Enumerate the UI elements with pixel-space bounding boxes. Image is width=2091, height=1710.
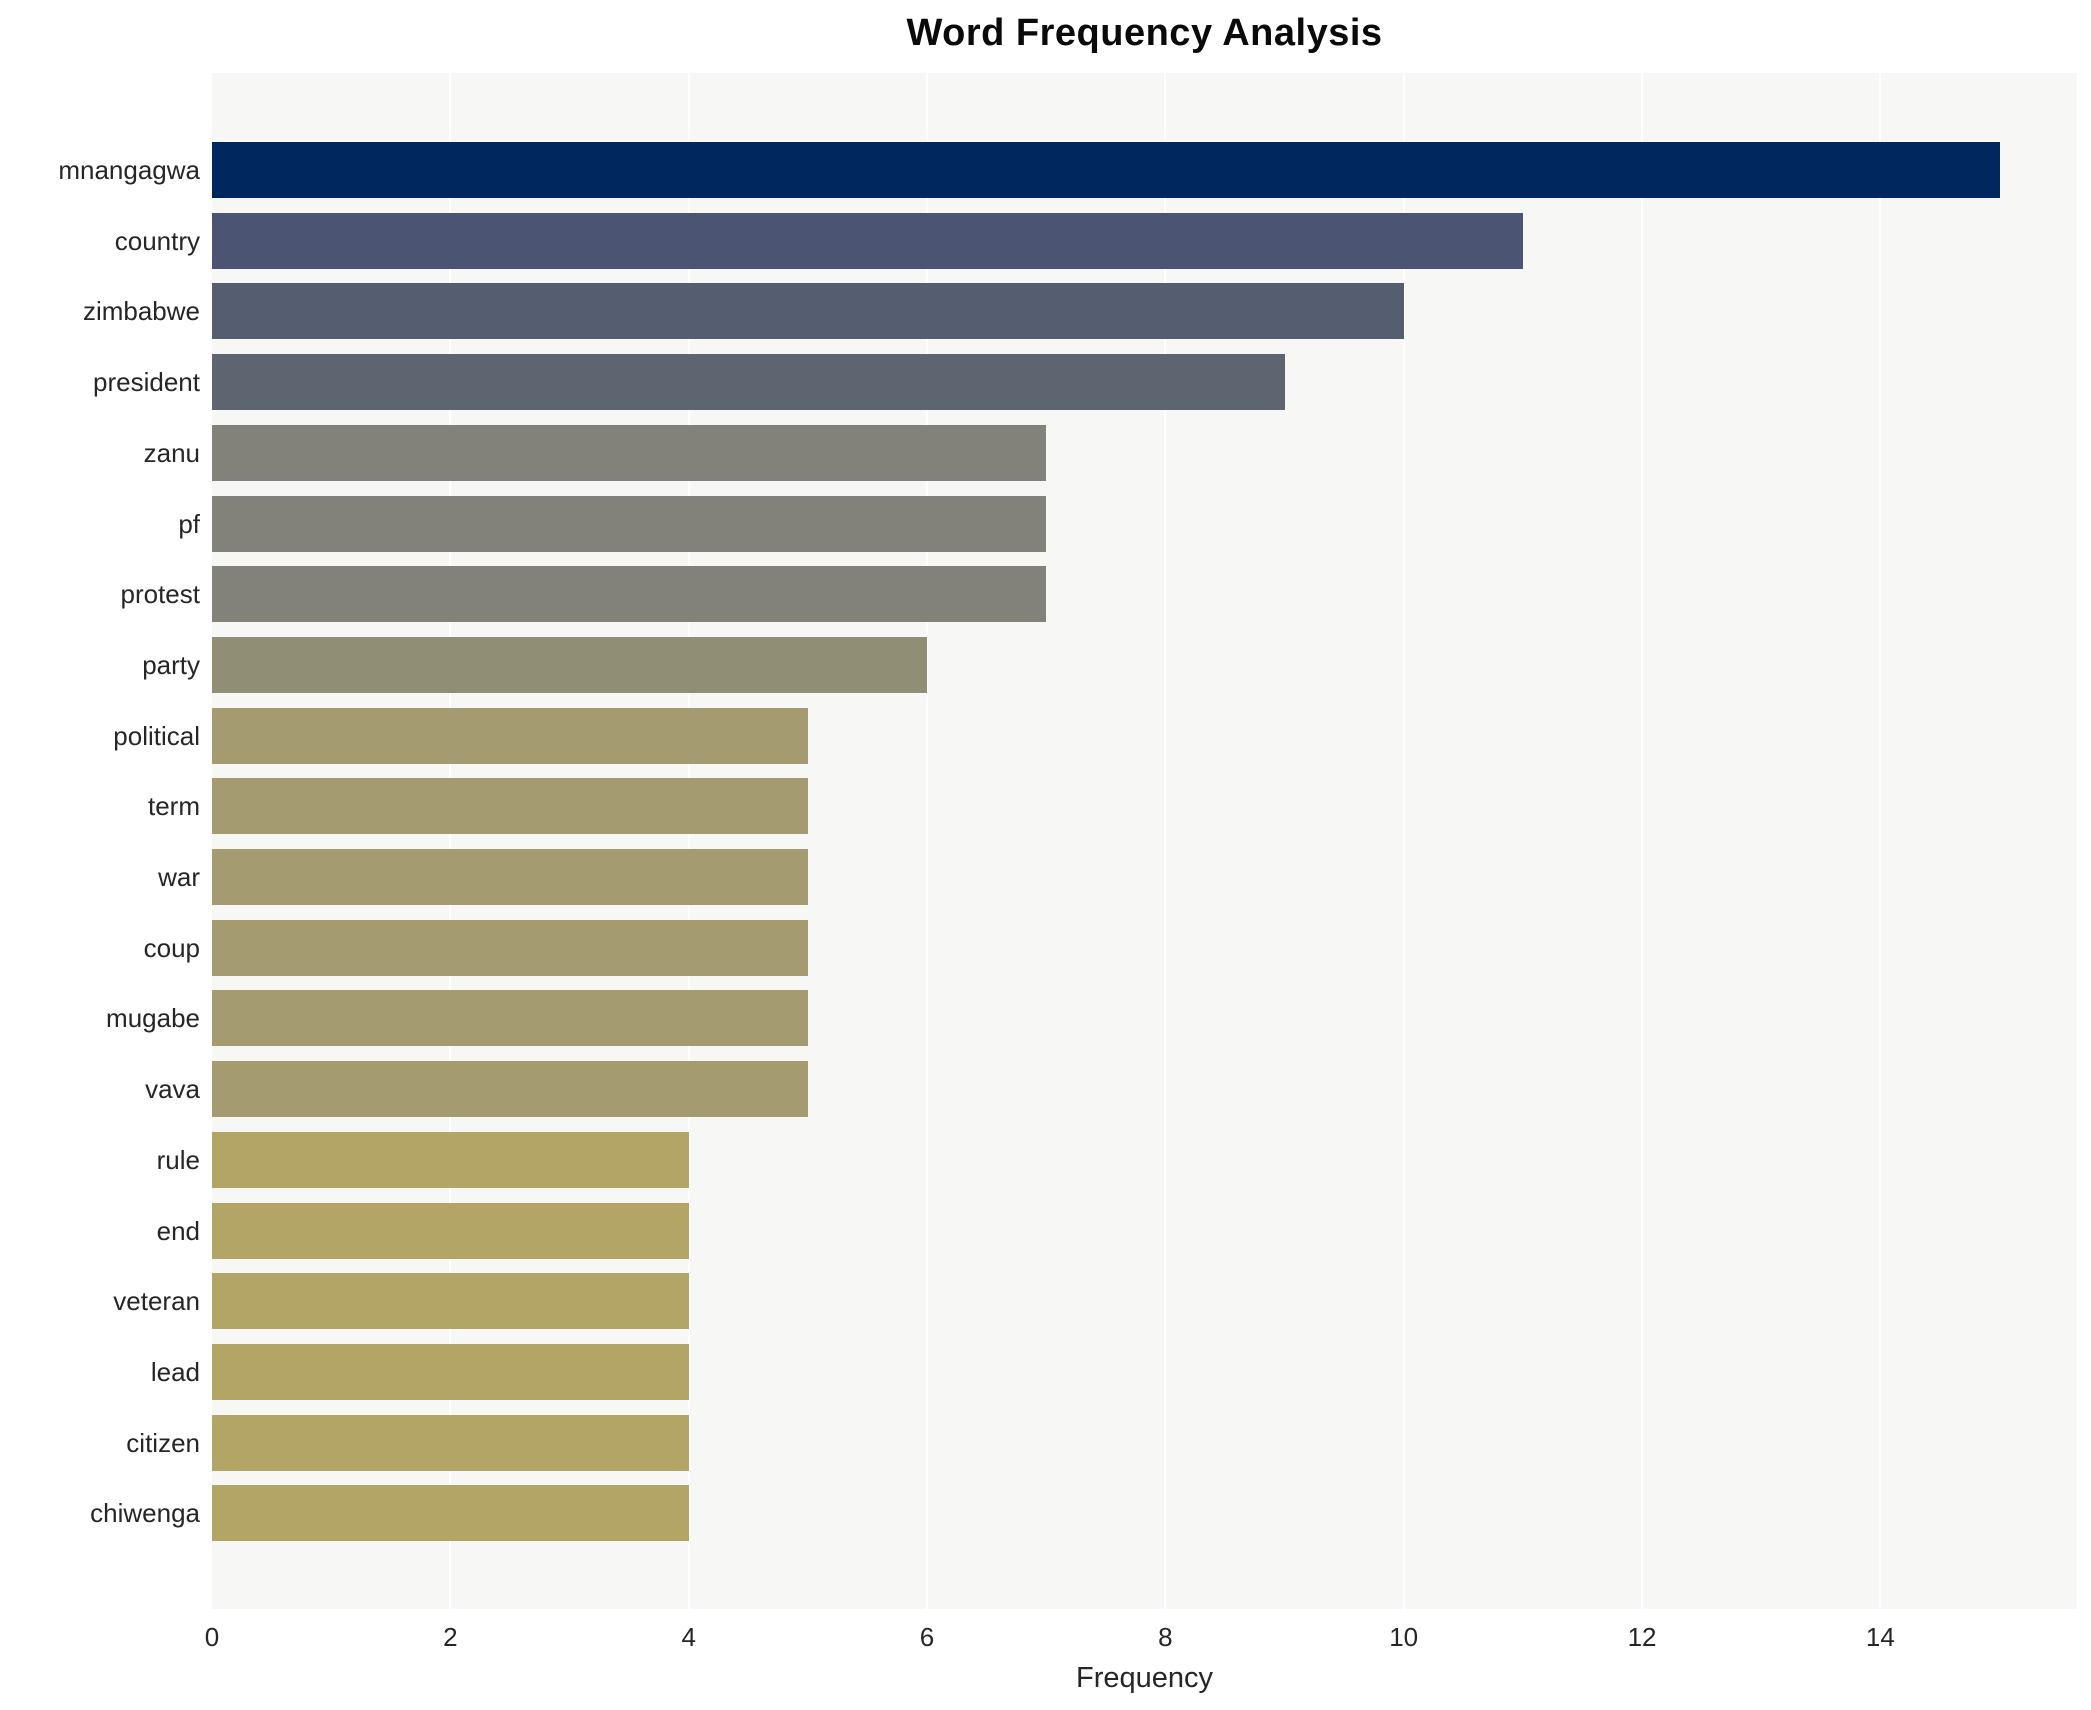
x-tick-label-10: 10 <box>1389 1622 1419 1652</box>
bar-protest <box>212 566 1047 623</box>
y-tick-label-end: end <box>156 1215 200 1246</box>
bar-lead <box>212 1343 689 1400</box>
bar-war <box>212 849 808 905</box>
plot-area <box>212 73 2077 1609</box>
y-tick-label-veteran: veteran <box>113 1286 200 1317</box>
y-tick-label-coup: coup <box>143 932 200 963</box>
x-tick-label-0: 0 <box>204 1622 220 1652</box>
bar-end <box>212 1202 689 1259</box>
bar-term <box>212 778 808 835</box>
y-tick-label-zimbabwe: zimbabwe <box>82 296 200 327</box>
bar-rule <box>212 1131 689 1188</box>
bar-veteran <box>212 1273 689 1330</box>
gridline-x-14 <box>1879 73 1882 1609</box>
y-tick-label-protest: protest <box>120 579 201 610</box>
bar-zimbabwe <box>212 283 1404 340</box>
y-tick-label-political: political <box>113 720 200 751</box>
y-tick-label-president: president <box>93 367 200 398</box>
gridline-x-4 <box>687 73 690 1609</box>
x-tick-label-4: 4 <box>681 1622 696 1652</box>
y-tick-label-party: party <box>142 649 200 680</box>
y-tick-label-vava: vava <box>145 1074 200 1105</box>
y-tick-label-term: term <box>148 791 200 822</box>
gridline-x-6 <box>926 73 929 1609</box>
bar-party <box>212 636 928 693</box>
bar-pf <box>212 495 1047 552</box>
y-tick-label-mnangagwa: mnangagwa <box>58 155 200 185</box>
y-tick-label-country: country <box>114 225 200 256</box>
bar-country <box>212 212 1523 269</box>
y-tick-label-zanu: zanu <box>143 437 200 468</box>
x-tick-label-2: 2 <box>443 1622 458 1652</box>
y-tick-label-chiwenga: chiwenga <box>90 1498 200 1529</box>
gridline-x-2 <box>449 73 452 1609</box>
y-tick-label-pf: pf <box>178 508 200 539</box>
bar-chiwenga <box>212 1485 689 1542</box>
gridline-x-10 <box>1402 73 1405 1609</box>
bar-mugabe <box>212 990 808 1047</box>
bar-president <box>212 354 1285 411</box>
bar-mnangagwa <box>212 142 2000 198</box>
x-axis-label: Frequency <box>1075 1662 1213 1694</box>
y-tick-label-lead: lead <box>150 1356 200 1387</box>
bar-vava <box>212 1061 808 1118</box>
bar-citizen <box>212 1414 689 1471</box>
gridline-x-12 <box>1641 73 1644 1609</box>
x-tick-label-8: 8 <box>1158 1622 1173 1652</box>
y-tick-label-war: war <box>158 862 200 892</box>
y-tick-label-citizen: citizen <box>126 1427 200 1458</box>
bar-political <box>212 707 808 764</box>
bar-coup <box>212 919 808 976</box>
y-tick-label-rule: rule <box>156 1144 200 1175</box>
x-tick-label-6: 6 <box>919 1622 935 1652</box>
chart-title: Word Frequency Analysis <box>906 12 1383 54</box>
gridline-x-8 <box>1164 73 1167 1609</box>
x-tick-label-12: 12 <box>1627 1622 1657 1652</box>
bar-zanu <box>212 424 1047 481</box>
y-tick-label-mugabe: mugabe <box>106 1003 200 1034</box>
x-tick-label-14: 14 <box>1865 1622 1895 1652</box>
